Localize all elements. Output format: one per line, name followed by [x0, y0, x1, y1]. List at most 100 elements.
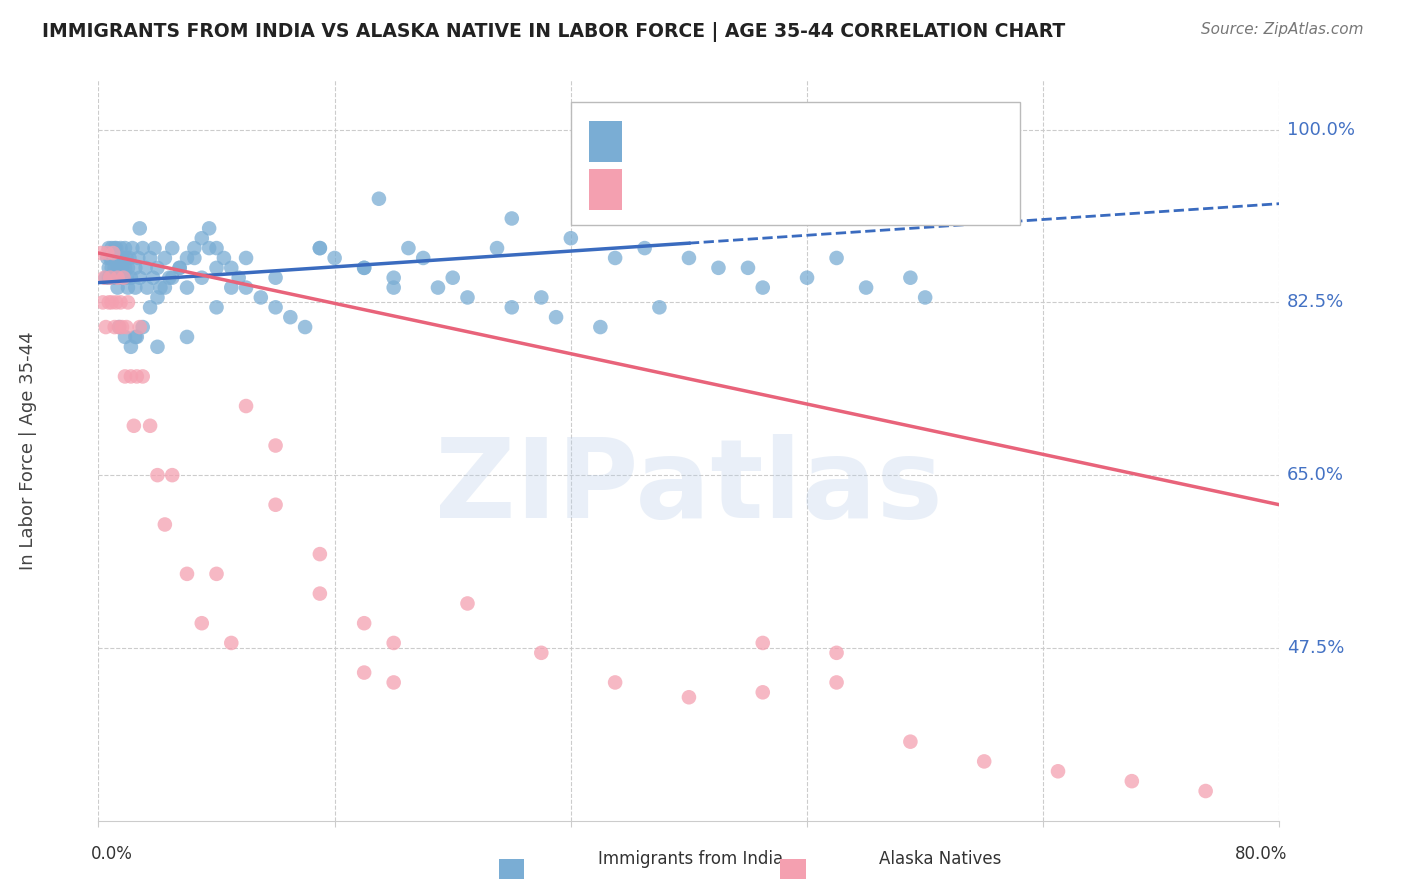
Point [103, 270, 125, 285]
Point [115, 270, 138, 285]
Point [112, 251, 135, 265]
Point [105, 241, 128, 255]
Point [105, 270, 128, 285]
Point [146, 340, 169, 354]
Point [1046, 764, 1070, 779]
Text: R = -0.233    N = 54: R = -0.233 N = 54 [634, 177, 832, 195]
Point [122, 418, 145, 433]
Point [323, 251, 346, 265]
Point [114, 241, 136, 255]
Bar [589, 169, 621, 210]
Point [221, 280, 243, 294]
Point [191, 616, 214, 631]
Point [546, 310, 568, 325]
Text: Immigrants from India: Immigrants from India [598, 850, 783, 868]
Point [235, 251, 257, 265]
Point [112, 270, 135, 285]
Point [104, 241, 127, 255]
Point [382, 675, 405, 690]
Point [103, 251, 125, 265]
Point [183, 251, 205, 265]
Point [914, 290, 936, 304]
Point [139, 418, 162, 433]
Point [1195, 784, 1218, 798]
Point [560, 231, 582, 245]
Point [125, 330, 148, 344]
Point [353, 616, 375, 631]
Point [149, 280, 172, 294]
Point [142, 270, 165, 285]
Point [100, 241, 122, 255]
Point [120, 369, 142, 384]
Point [309, 241, 332, 255]
Point [105, 251, 128, 265]
Point [825, 251, 848, 265]
Text: Alaska Natives: Alaska Natives [879, 850, 1001, 868]
Point [110, 260, 132, 275]
Point [146, 260, 169, 275]
Point [205, 301, 228, 315]
Text: IMMIGRANTS FROM INDIA VS ALASKA NATIVE IN LABOR FORCE | AGE 35-44 CORRELATION CH: IMMIGRANTS FROM INDIA VS ALASKA NATIVE I… [42, 22, 1066, 42]
Point [128, 320, 150, 334]
Point [108, 251, 131, 265]
Point [94, 320, 117, 334]
Point [796, 270, 818, 285]
Point [98, 270, 121, 285]
Text: ZIPatlas: ZIPatlas [434, 434, 943, 541]
Point [176, 566, 198, 581]
Point [143, 241, 166, 255]
Point [280, 310, 302, 325]
Text: 80.0%: 80.0% [1234, 846, 1286, 863]
Point [93, 270, 115, 285]
Point [855, 280, 877, 294]
Point [96, 246, 118, 260]
Point [100, 251, 122, 265]
Point [111, 251, 134, 265]
Point [162, 241, 183, 255]
Point [169, 260, 191, 275]
Point [94, 270, 117, 285]
Point [501, 211, 523, 226]
Point [132, 241, 155, 255]
Point [162, 468, 183, 483]
Text: R =   0.152    N = 118: R = 0.152 N = 118 [634, 130, 849, 149]
Point [117, 295, 139, 310]
Point [121, 241, 143, 255]
Point [368, 192, 391, 206]
Point [752, 685, 775, 699]
Point [412, 251, 434, 265]
Point [221, 260, 243, 275]
Point [114, 260, 136, 275]
Point [103, 246, 125, 260]
FancyBboxPatch shape [571, 103, 1019, 225]
Point [825, 675, 848, 690]
Point [139, 301, 162, 315]
Point [100, 295, 122, 310]
Point [486, 241, 509, 255]
Point [198, 241, 221, 255]
Point [169, 260, 191, 275]
Point [900, 270, 922, 285]
Point [530, 646, 553, 660]
Point [457, 290, 479, 304]
Point [398, 241, 420, 255]
Point [191, 231, 214, 245]
Point [457, 597, 479, 611]
Point [205, 566, 228, 581]
Point [128, 270, 150, 285]
Point [183, 241, 205, 255]
Point [294, 320, 316, 334]
Point [176, 251, 198, 265]
Point [157, 270, 180, 285]
Point [250, 290, 273, 304]
Point [111, 320, 134, 334]
Point [382, 636, 405, 650]
Point [309, 241, 332, 255]
Point [107, 280, 129, 294]
Point [120, 270, 142, 285]
Point [501, 301, 523, 315]
Point [108, 320, 131, 334]
Point [176, 330, 198, 344]
Point [111, 270, 134, 285]
Point [900, 734, 922, 748]
